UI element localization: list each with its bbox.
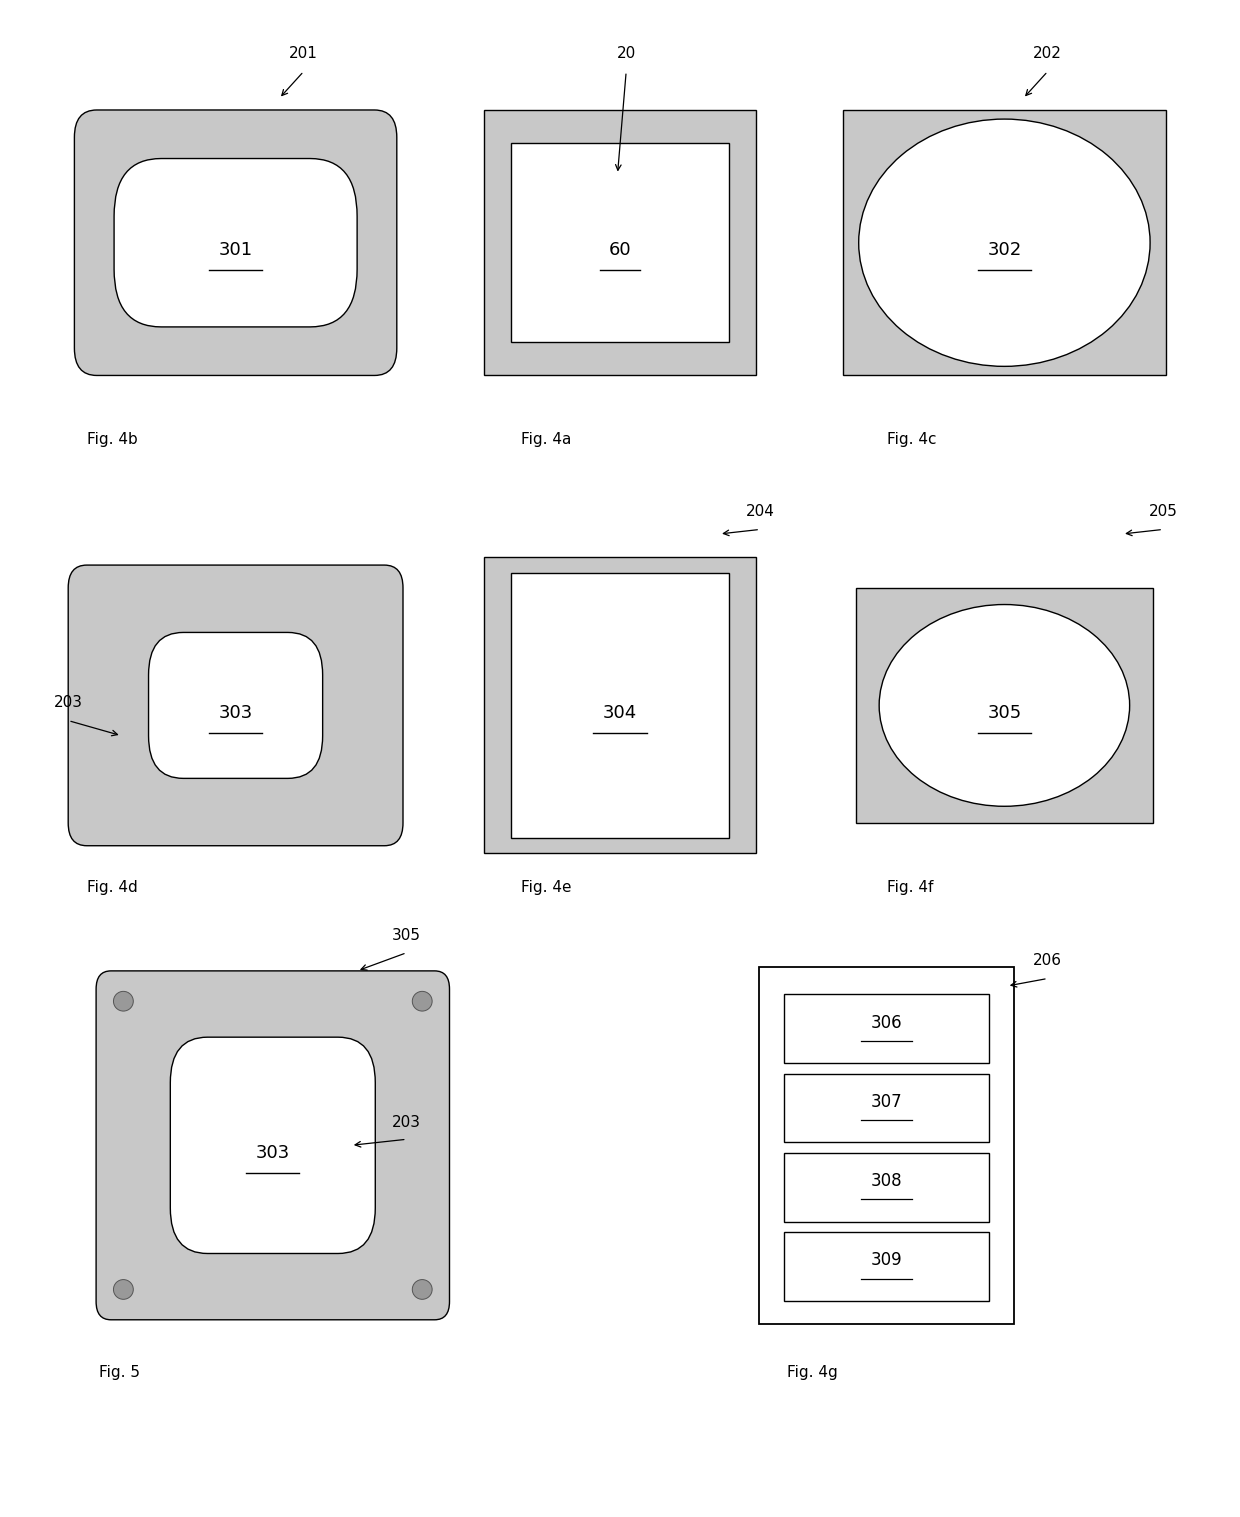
Text: Fig. 4b: Fig. 4b: [87, 432, 138, 448]
Text: 60: 60: [609, 241, 631, 259]
FancyBboxPatch shape: [114, 159, 357, 328]
Text: 302: 302: [987, 241, 1022, 259]
Text: 307: 307: [870, 1092, 903, 1110]
Text: 308: 308: [870, 1173, 903, 1191]
Ellipse shape: [412, 992, 432, 1012]
FancyBboxPatch shape: [68, 566, 403, 846]
Text: 305: 305: [987, 704, 1022, 722]
Text: 206: 206: [1033, 953, 1063, 968]
Bar: [484, 111, 756, 376]
Text: Fig. 4g: Fig. 4g: [787, 1365, 838, 1380]
Text: 309: 309: [870, 1252, 903, 1270]
Bar: [784, 995, 988, 1063]
Text: Fig. 5: Fig. 5: [99, 1365, 140, 1380]
Text: 204: 204: [745, 504, 775, 519]
Bar: [784, 1074, 988, 1142]
Bar: [856, 587, 1153, 822]
FancyBboxPatch shape: [149, 633, 322, 778]
Bar: [784, 1232, 988, 1302]
Text: 303: 303: [218, 704, 253, 722]
Text: 304: 304: [603, 704, 637, 722]
Bar: [843, 111, 1166, 376]
Text: 305: 305: [392, 928, 422, 944]
Text: 205: 205: [1148, 504, 1178, 519]
Text: Fig. 4f: Fig. 4f: [887, 880, 932, 895]
Text: 301: 301: [218, 241, 253, 259]
Bar: [511, 144, 729, 343]
FancyBboxPatch shape: [170, 1038, 376, 1253]
Text: 20: 20: [616, 46, 636, 61]
Text: 203: 203: [392, 1115, 422, 1130]
Text: 201: 201: [289, 46, 319, 61]
Text: Fig. 4d: Fig. 4d: [87, 880, 138, 895]
Text: 202: 202: [1033, 46, 1063, 61]
Ellipse shape: [114, 992, 134, 1012]
Bar: [759, 968, 1013, 1323]
Text: 306: 306: [870, 1013, 903, 1032]
Ellipse shape: [114, 1280, 134, 1299]
Ellipse shape: [858, 120, 1151, 367]
FancyBboxPatch shape: [97, 971, 449, 1320]
Text: Fig. 4a: Fig. 4a: [521, 432, 572, 448]
Text: 203: 203: [53, 695, 83, 710]
Text: Fig. 4c: Fig. 4c: [887, 432, 936, 448]
Text: Fig. 4e: Fig. 4e: [521, 880, 572, 895]
Bar: [484, 558, 756, 853]
Bar: [784, 1153, 988, 1221]
FancyBboxPatch shape: [74, 111, 397, 376]
Text: 303: 303: [255, 1144, 290, 1162]
Ellipse shape: [879, 605, 1130, 807]
Ellipse shape: [412, 1280, 432, 1299]
Bar: [511, 573, 729, 837]
